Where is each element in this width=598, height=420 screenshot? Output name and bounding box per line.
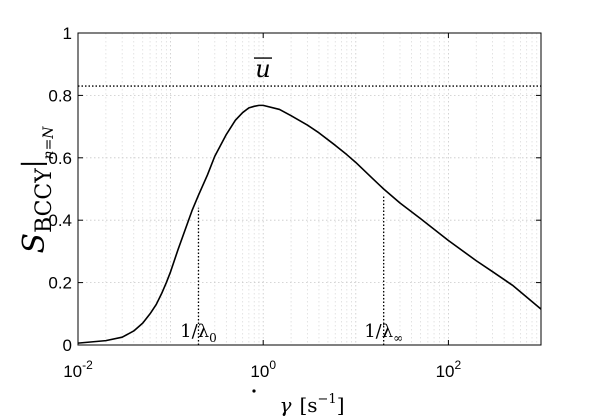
y-tick-label: 0.8 (48, 86, 72, 105)
reference-layer: u (78, 55, 541, 87)
tick-marks (77, 32, 541, 346)
x-axis-label-unit-open: [s (299, 393, 317, 417)
annotation-layer: 1/λ0 1/λ∞ (180, 195, 403, 345)
annotation-label: 1/λ0 (180, 321, 217, 345)
curve-layer (77, 104, 542, 344)
annotation-label-sub: ∞ (393, 331, 403, 345)
x-tick-label: 100 (250, 358, 276, 381)
y-tick-label: 1 (63, 24, 72, 43)
x-axis-label: γ [s−1] (252, 389, 345, 417)
x-tick-label-base: 10 (436, 362, 455, 381)
svg-text:γ[s−1]: γ [s−1] (279, 392, 344, 417)
x-tick-label-base: 10 (63, 362, 82, 381)
y-axis-label-sub: BCCY (32, 168, 57, 233)
x-axis-label-unit-exp: −1 (318, 392, 337, 407)
y-axis-label: SBCCY|n=N (17, 126, 57, 254)
y-tick-label: 0 (63, 336, 72, 355)
annotation-label: 1/λ∞ (364, 321, 403, 345)
y-axis-label-base: S (17, 233, 52, 254)
y-axis-label-bar: | (18, 159, 48, 168)
x-tick-label-exp: 2 (455, 358, 462, 372)
series-line (77, 104, 542, 344)
x-tick-label-exp: -2 (82, 358, 93, 372)
annotation-label-sub: 0 (209, 331, 217, 345)
plot-frame (77, 32, 542, 346)
x-tick-label: 102 (436, 358, 462, 381)
x-axis-label-base: γ (279, 393, 291, 417)
annotation-label-base: 1/λ (180, 321, 209, 342)
reference-line-label: u (255, 55, 270, 83)
svg-text:SBCCY|n=N: SBCCY|n=N (17, 126, 57, 254)
grid (77, 32, 541, 346)
y-tick-label: 0.2 (48, 274, 72, 293)
x-axis-label-dot (252, 389, 256, 393)
x-tick-label-base: 10 (250, 362, 269, 381)
y-tick-label: 0.6 (48, 149, 72, 168)
y-tick-label: 0.4 (48, 211, 72, 230)
y-axis-label-bar-sub: n=N (41, 126, 57, 160)
x-axis-label-unit-close: ] (337, 393, 345, 417)
x-tick-label: 10-2 (63, 358, 93, 381)
x-tick-label-exp: 0 (269, 358, 276, 372)
annotation-label-base: 1/λ (364, 321, 393, 342)
